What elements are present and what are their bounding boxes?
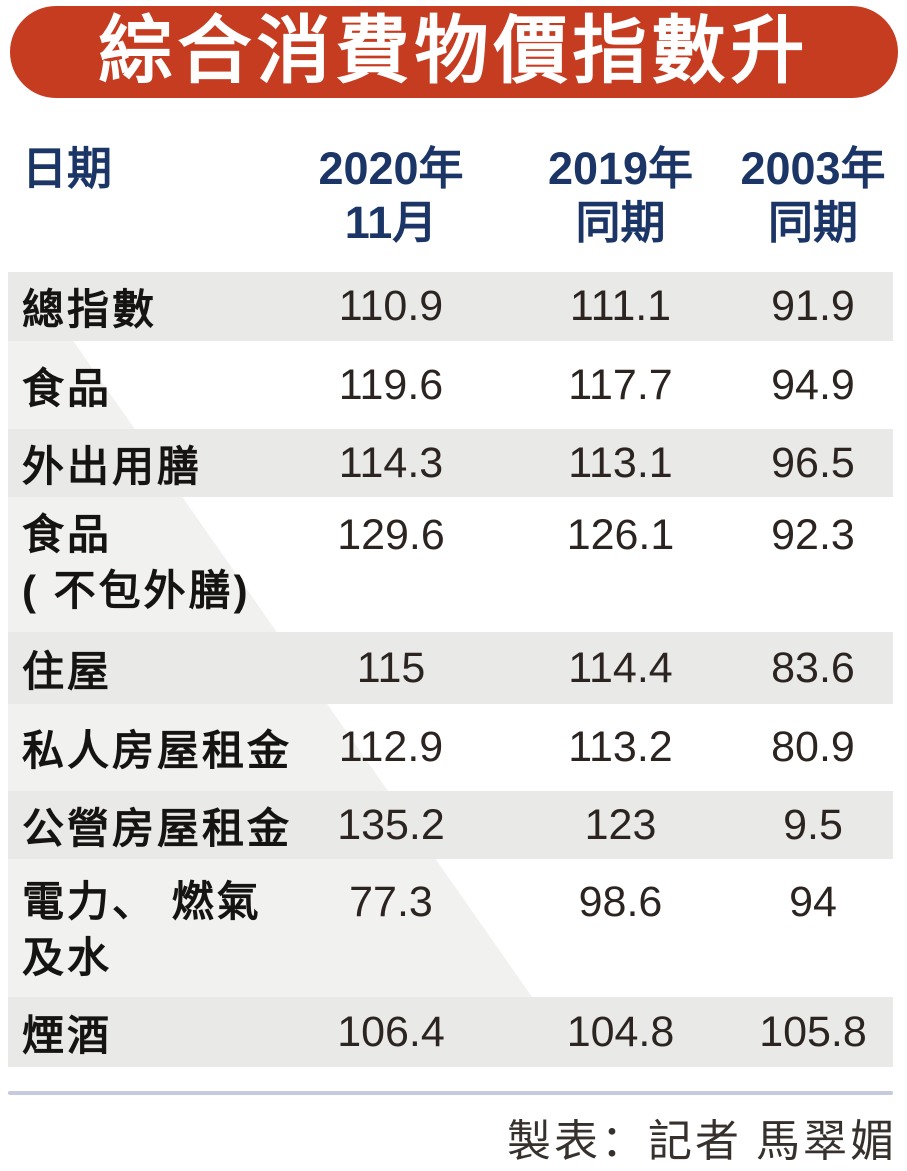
- row-value: 105.8: [759, 1007, 867, 1056]
- table-row: 電力、 燃氣 及水 77.3 98.6 94: [8, 859, 893, 997]
- header-col-line2: 同期: [767, 197, 858, 248]
- row-value: 113.1: [568, 438, 673, 487]
- row-value: 119.6: [338, 360, 444, 409]
- row-value: 98.6: [578, 878, 663, 926]
- row-value: 135.2: [337, 800, 445, 849]
- header-col-2003: 2003年 同期: [733, 142, 893, 250]
- row-value: 117.7: [568, 360, 673, 409]
- table-row: 食品 ( 不包外膳) 129.6 126.1 92.3: [8, 497, 893, 632]
- row-value: 123: [584, 800, 657, 849]
- row-value: 106.4: [337, 1007, 445, 1056]
- row-value: 77.3: [349, 878, 433, 926]
- row-label: 食品: [22, 364, 113, 412]
- header-col-line1: 2019年: [547, 143, 694, 194]
- row-label: 食品 ( 不包外膳): [8, 497, 274, 619]
- row-value: 96.5: [771, 438, 855, 487]
- page-title: 綜合消費物價指數升: [98, 11, 810, 93]
- header-col-line1: 2020年: [318, 143, 464, 194]
- header-col-line2: 同期: [575, 197, 666, 248]
- row-value: 83.6: [771, 643, 855, 692]
- row-value: 112.9: [338, 723, 444, 771]
- row-value: 80.9: [771, 723, 855, 771]
- row-value: 92.3: [771, 511, 855, 559]
- table-body: 總指數 110.9 111.1 91.9 食品 119.6 117.7 94.9…: [8, 272, 893, 1067]
- header-col-line1: 2003年: [740, 143, 886, 194]
- row-value: 104.8: [566, 1007, 675, 1056]
- row-label-line2: ( 不包外膳): [22, 567, 251, 614]
- row-label: 電力、 燃氣 及水: [8, 859, 274, 986]
- table-row: 私人房屋租金 112.9 113.2 80.9: [8, 704, 893, 791]
- credit-line: 製表：記者 馬翠媚: [507, 1117, 897, 1166]
- table-row: 煙酒 106.4 104.8 105.8: [8, 997, 893, 1067]
- row-value: 114.3: [338, 438, 444, 487]
- row-value: 110.9: [338, 282, 444, 330]
- row-label: 總指數: [22, 286, 158, 333]
- header-col-2019: 2019年 同期: [508, 142, 733, 250]
- table-row: 食品 119.6 117.7 94.9: [8, 341, 893, 429]
- row-value: 115: [356, 643, 426, 692]
- row-label: 住屋: [22, 647, 113, 695]
- row-value: 129.6: [337, 511, 445, 559]
- table-row: 住屋 115 114.4 83.6: [8, 632, 893, 704]
- row-value: 114.4: [568, 643, 673, 692]
- row-label: 私人房屋租金: [22, 727, 293, 774]
- row-label-line2: 及水: [22, 934, 113, 981]
- table-row: 總指數 110.9 111.1 91.9: [8, 272, 893, 341]
- row-value: 94.9: [771, 360, 855, 409]
- row-value: 126.1: [566, 511, 675, 559]
- header-col-2020-11: 2020年 11月: [274, 142, 508, 250]
- row-label-line1: 電力、 燃氣: [22, 878, 262, 925]
- row-value: 91.9: [771, 282, 855, 330]
- table-row: 外出用膳 114.3 113.1 96.5: [8, 429, 893, 497]
- row-label-line1: 食品: [22, 511, 113, 558]
- row-label: 煙酒: [22, 1011, 113, 1059]
- row-value: 94: [789, 878, 837, 926]
- table-row: 公營房屋租金 135.2 123 9.5: [8, 791, 893, 859]
- table-header: 日期 2020年 11月 2019年 同期 2003年 同期: [8, 142, 893, 250]
- header-col-line2: 11月: [344, 197, 438, 248]
- title-banner: 綜合消費物價指數升: [10, 6, 898, 98]
- divider-line: [8, 1091, 893, 1095]
- row-label: 外出用膳: [22, 442, 203, 490]
- row-value: 111.1: [569, 282, 672, 330]
- header-date-label: 日期: [22, 143, 113, 194]
- row-label: 公營房屋租金: [22, 804, 293, 852]
- row-value: 9.5: [783, 800, 843, 849]
- row-value: 113.2: [568, 723, 673, 771]
